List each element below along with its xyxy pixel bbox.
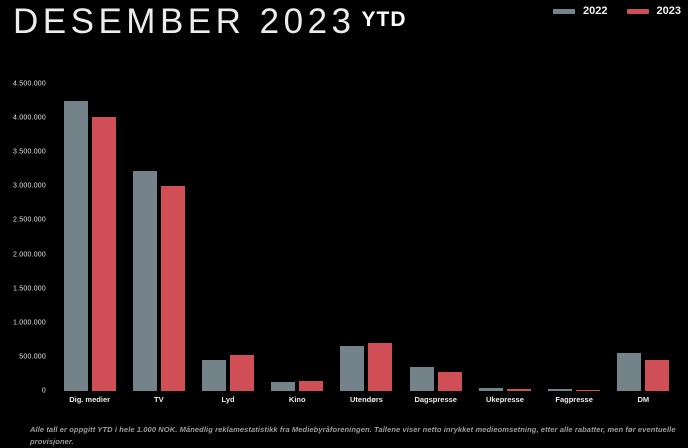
legend-label: 2022 bbox=[583, 5, 608, 17]
bar-group-dig-medier bbox=[55, 84, 124, 391]
y-tick-label: 3.500.000 bbox=[13, 148, 46, 156]
legend-entry-2022: 2022 bbox=[553, 5, 608, 17]
bar-2022-ukepresse bbox=[478, 387, 503, 391]
y-tick-label: 500.000 bbox=[19, 353, 46, 361]
bar-2023-dig-medier bbox=[91, 116, 116, 391]
bar-2023-fagpresse bbox=[576, 389, 601, 391]
x-category-label: Dig. medier bbox=[69, 395, 111, 404]
title-text: DESEMBER 2023 bbox=[13, 2, 356, 41]
bar-group-ukepresse bbox=[470, 84, 539, 391]
legend-entry-2023: 2023 bbox=[626, 5, 681, 17]
bar-group-lyd bbox=[193, 84, 262, 391]
y-tick-label: 2.000.000 bbox=[13, 251, 46, 259]
bar-group-tv bbox=[124, 84, 193, 391]
bar-2023-ukepresse bbox=[506, 389, 531, 391]
y-tick-label: 4.500.000 bbox=[13, 80, 46, 88]
x-category-label: Utendørs bbox=[350, 395, 383, 404]
x-category-label: TV bbox=[154, 395, 164, 404]
bar-2022-lyd bbox=[202, 359, 227, 391]
bar-2022-utend-rs bbox=[340, 345, 365, 391]
y-tick-label: 2.500.000 bbox=[13, 216, 46, 224]
x-axis: Dig. medier TV Lyd Kino Utendørs Dagspresse Uk… bbox=[55, 395, 678, 404]
y-tick-label: 3.000.000 bbox=[13, 182, 46, 190]
page-title: DESEMBER 2023 YTD bbox=[13, 2, 407, 42]
bar-2022-kino bbox=[271, 382, 296, 391]
bar-2023-dagspresse bbox=[437, 371, 462, 391]
plot-area bbox=[55, 84, 678, 391]
bar-group-dm bbox=[609, 84, 678, 391]
bar-2023-kino bbox=[299, 380, 324, 391]
legend-label: 2023 bbox=[656, 5, 681, 17]
x-category-label: Ukepresse bbox=[485, 395, 524, 404]
footnote: Alle tall er oppgitt YTD i hele 1.000 NO… bbox=[30, 425, 676, 446]
legend-swatch-2023 bbox=[626, 8, 649, 14]
x-category-label: DM bbox=[637, 395, 650, 404]
y-tick-label: 1.500.000 bbox=[13, 285, 46, 293]
bar-2023-lyd bbox=[230, 354, 255, 391]
y-tick-label: 1.000.000 bbox=[13, 319, 46, 327]
bar-2022-dagspresse bbox=[409, 366, 434, 391]
bar-group-dagspresse bbox=[401, 84, 470, 391]
bar-2023-tv bbox=[160, 186, 185, 391]
x-category-label: Kino bbox=[288, 395, 306, 404]
chart-legend: 2022 2023 bbox=[553, 4, 681, 18]
title-ytd-suffix: YTD bbox=[361, 8, 407, 31]
x-category-label: Dagspresse bbox=[414, 395, 457, 404]
bar-2022-tv bbox=[132, 171, 157, 391]
bar-2022-dm bbox=[617, 352, 642, 391]
x-category-label: Fagpresse bbox=[555, 395, 593, 404]
bar-group-utend-rs bbox=[332, 84, 401, 391]
x-category-label: Lyd bbox=[221, 395, 235, 404]
bar-group-fagpresse bbox=[540, 84, 609, 391]
bar-2022-fagpresse bbox=[548, 388, 573, 391]
bar-2023-utend-rs bbox=[368, 342, 393, 391]
bar-group-kino bbox=[263, 84, 332, 391]
legend-swatch-2022 bbox=[553, 8, 576, 14]
y-axis: 0 500.000 1.000.000 1.500.000 2.000.000 2.500… bbox=[0, 80, 46, 395]
y-tick-label: 4.000.000 bbox=[13, 114, 46, 122]
bar-2022-dig-medier bbox=[63, 101, 88, 391]
bar-2023-dm bbox=[645, 359, 670, 391]
y-tick-label: 0 bbox=[41, 387, 46, 395]
